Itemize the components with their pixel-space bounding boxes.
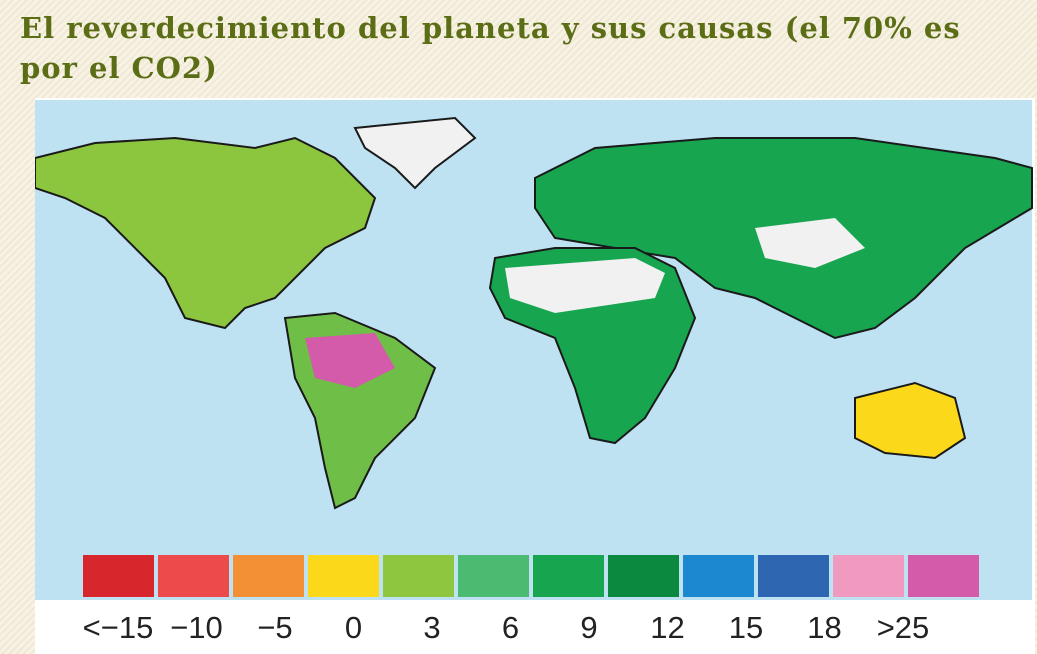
north-america	[35, 136, 377, 330]
legend-swatch	[683, 555, 754, 597]
legend-swatch	[158, 555, 229, 597]
greenland	[353, 116, 477, 190]
legend-label: <−15	[83, 610, 154, 645]
legend-swatch	[608, 555, 679, 597]
legend-label: 15	[729, 610, 763, 645]
legend-swatch	[533, 555, 604, 597]
map-figure: <−15 −10 −5 0 3 6 9 12 15 18 >25	[35, 98, 1035, 654]
legend-label: 3	[423, 610, 440, 645]
legend-swatch	[233, 555, 304, 597]
legend-label: >25	[877, 610, 930, 645]
legend-label: 0	[345, 610, 362, 645]
legend-swatch	[458, 555, 529, 597]
legend-label: 9	[580, 610, 597, 645]
australia	[854, 381, 967, 460]
legend-label: −5	[257, 610, 292, 645]
legend-swatch	[383, 555, 454, 597]
legend-swatch	[83, 555, 154, 597]
legend-swatch	[758, 555, 829, 597]
legend-swatch	[308, 555, 379, 597]
legend-label: 12	[650, 610, 684, 645]
continents	[35, 116, 1033, 510]
legend-label: −10	[170, 610, 223, 645]
legend-label: 18	[807, 610, 841, 645]
legend-swatch	[908, 555, 979, 597]
asia-desert	[755, 218, 865, 268]
legend-label: 6	[502, 610, 519, 645]
south-america-center	[305, 333, 395, 388]
page-title: El reverdecimiento del planeta y sus cau…	[20, 11, 961, 85]
sahara	[505, 258, 665, 313]
legend-swatch	[833, 555, 904, 597]
